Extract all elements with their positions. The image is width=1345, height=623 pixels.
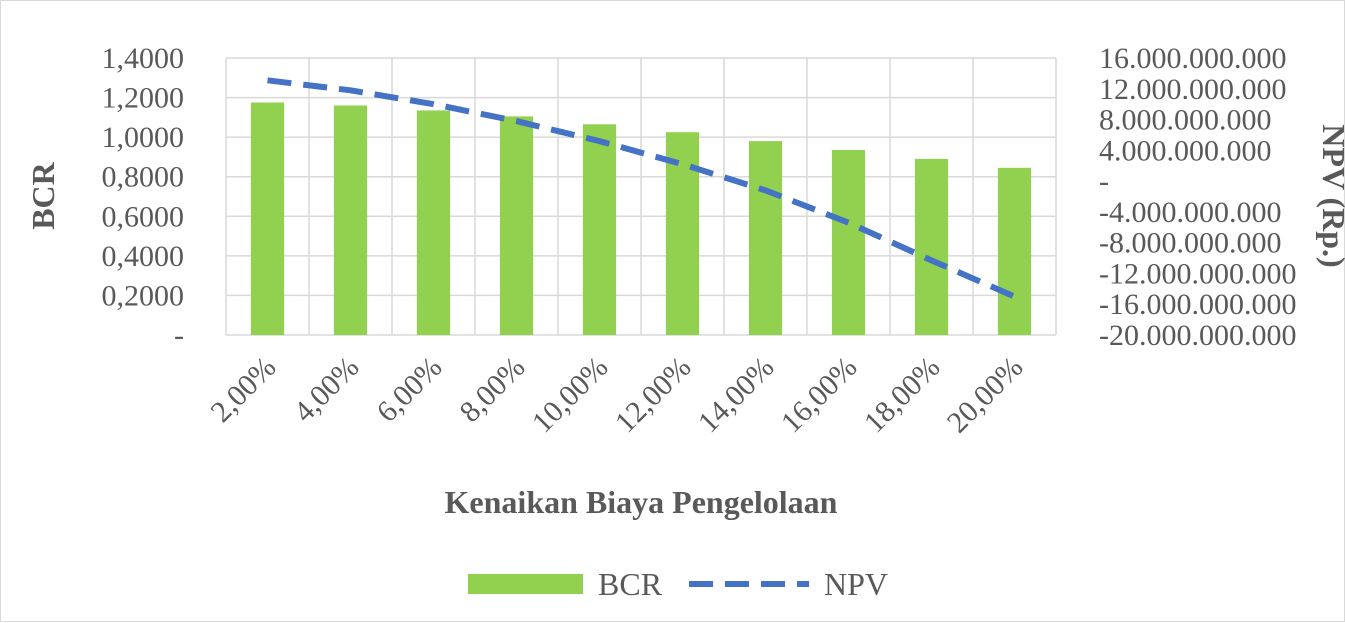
left-y-axis: - 0,2000 0,4000 0,6000 0,8000 1,0000 1,2000 1,4… — [102, 42, 185, 352]
bcr-bar — [250, 102, 285, 336]
right-tick-label: -16.000.000.000 — [1099, 288, 1297, 321]
right-tick-label: 4.000.000.000 — [1099, 134, 1272, 167]
x-tick-label: 8,00% — [453, 351, 531, 429]
x-tick-label: 14,00% — [692, 351, 781, 440]
x-tick-label: 4,00% — [287, 351, 365, 429]
x-axis-title: Kenaikan Biaya Pengelolaan — [445, 484, 838, 520]
left-tick-label: 1,2000 — [102, 82, 185, 115]
npv-line-group — [267, 77, 1016, 300]
bcr-bar — [499, 116, 534, 335]
right-tick-label: 8.000.000.000 — [1099, 104, 1272, 137]
x-tick-label: 2,00% — [204, 351, 282, 429]
x-tick-label: 16,00% — [775, 351, 864, 440]
bcr-bar — [582, 124, 617, 336]
left-tick-label: 1,4000 — [102, 42, 185, 75]
bcr-bar — [831, 150, 866, 335]
right-tick-label: -12.000.000.000 — [1099, 257, 1297, 290]
right-tick-label: -20.000.000.000 — [1099, 319, 1297, 352]
right-y-axis: -20.000.000.000-16.000.000.000-12.000.00… — [1099, 42, 1297, 352]
bcr-bar — [416, 110, 451, 335]
left-tick-label: 0,4000 — [102, 240, 185, 273]
left-tick-label: 0,8000 — [102, 161, 185, 194]
x-tick-label: 10,00% — [526, 351, 615, 440]
x-axis: 2,00% 4,00% 6,00% 8,00%10,00%12,00%14,00%16… — [204, 351, 1029, 440]
npv-line — [267, 77, 1016, 300]
bcr-bars — [250, 102, 1032, 336]
bcr-bar — [333, 105, 368, 335]
right-tick-label: 16.000.000.000 — [1099, 42, 1287, 75]
x-tick-label: 18,00% — [858, 351, 947, 440]
right-tick-label: 12.000.000.000 — [1099, 73, 1287, 106]
legend-label-npv: NPV — [824, 566, 888, 602]
right-tick-label: - — [1099, 165, 1109, 198]
left-tick-label: 1,0000 — [102, 121, 185, 154]
right-axis-title: NPV (Rp.) — [1316, 124, 1345, 267]
left-tick-label: - — [174, 319, 184, 352]
right-tick-label: -8.000.000.000 — [1099, 227, 1282, 260]
bcr-bar — [914, 158, 949, 335]
x-tick-label: 20,00% — [941, 351, 1030, 440]
legend: BCR NPV — [468, 566, 888, 602]
bcr-bar — [997, 167, 1032, 335]
legend-label-bcr: BCR — [598, 566, 663, 602]
x-tick-label: 6,00% — [370, 351, 448, 429]
bcr-bar — [748, 141, 783, 335]
left-tick-label: 0,2000 — [102, 279, 185, 312]
left-axis-title: BCR — [25, 161, 61, 229]
left-tick-label: 0,6000 — [102, 200, 185, 233]
right-tick-label: -4.000.000.000 — [1099, 196, 1282, 229]
x-tick-label: 12,00% — [609, 351, 698, 440]
legend-swatch-bcr — [468, 574, 583, 594]
